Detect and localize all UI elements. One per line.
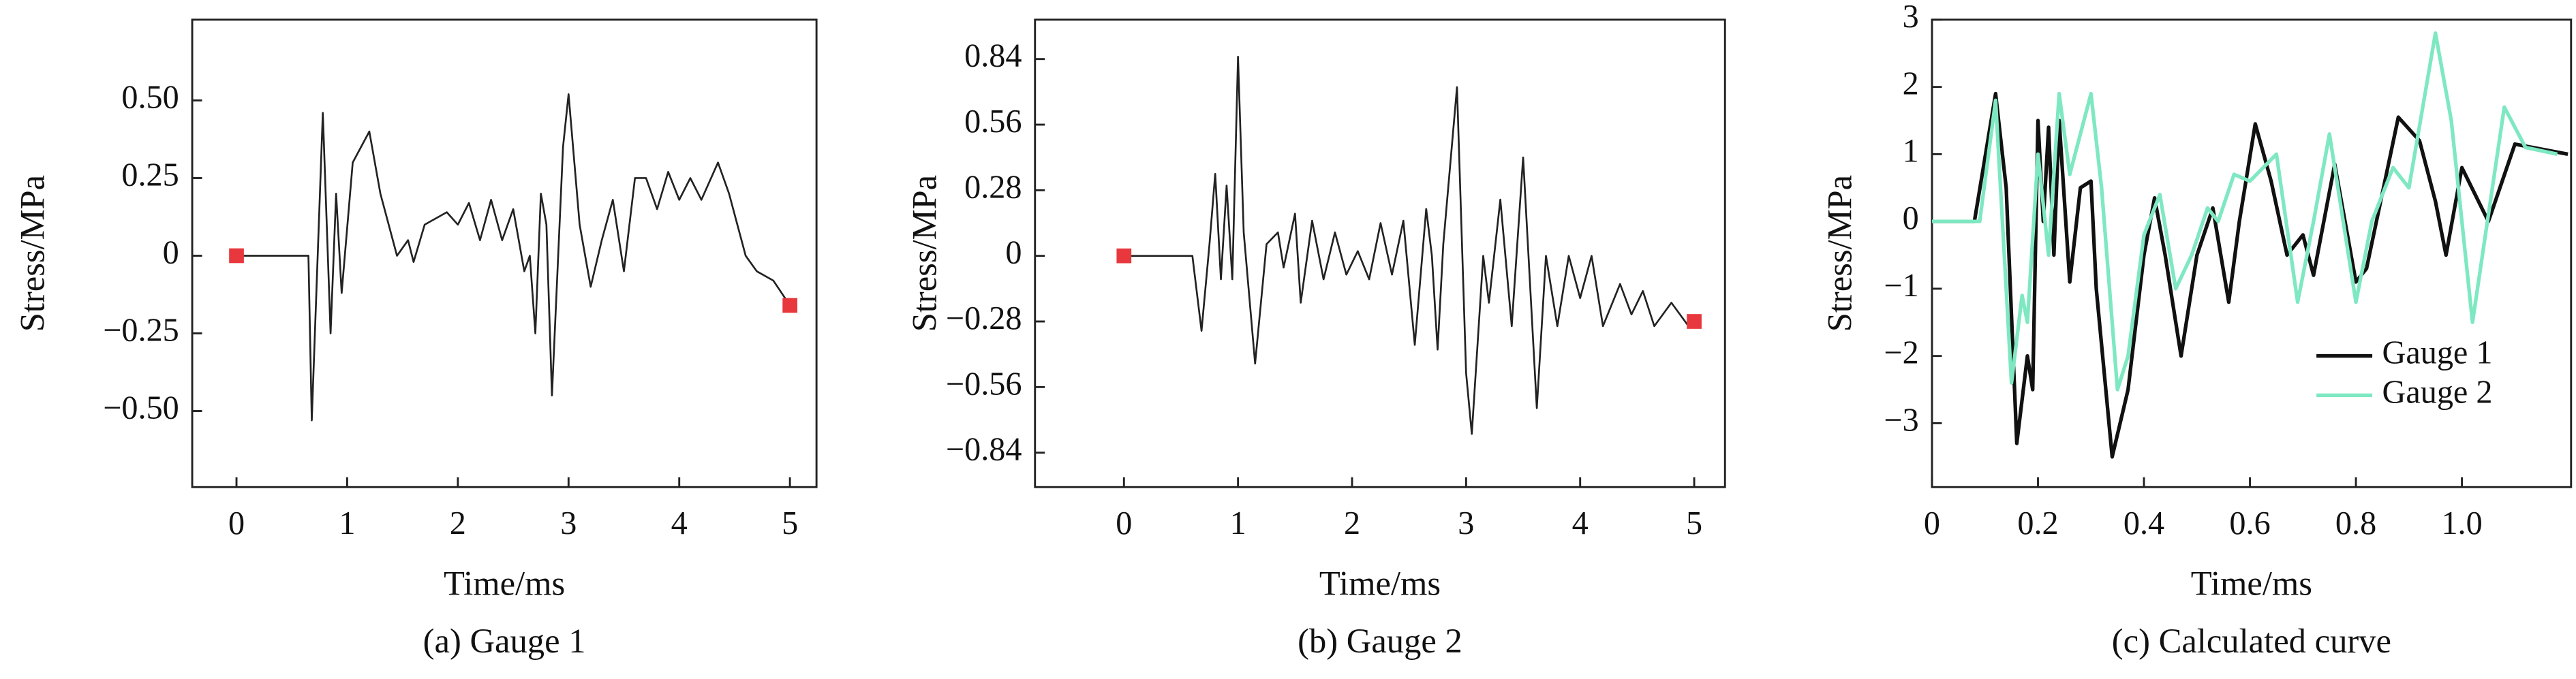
y-tick-label: −0.28	[946, 300, 1022, 336]
data-line	[1932, 91, 2569, 459]
x-tick-label: 0	[1924, 505, 1940, 541]
caption: (b) Gauge 2	[1298, 622, 1462, 660]
x-tick-label: 0	[228, 505, 245, 541]
x-tick-label: 0	[1116, 505, 1132, 541]
y-tick-label: −0.84	[946, 432, 1022, 468]
x-tick-label: 0.6	[2229, 505, 2270, 541]
data-line	[236, 93, 791, 422]
x-tick-label: 0.2	[2017, 505, 2058, 541]
marker	[1116, 248, 1132, 264]
x-axis-label: Time/ms	[1319, 565, 1441, 603]
y-tick-label: 0.28	[964, 169, 1022, 205]
caption: (a) Gauge 1	[423, 622, 586, 660]
x-tick-label: 5	[1686, 505, 1702, 541]
y-tick-label: 1	[1903, 133, 1919, 169]
y-tick-label: 0.25	[121, 157, 179, 193]
y-axis-label: Stress/MPa	[1820, 175, 1858, 332]
x-tick-label: 0.8	[2335, 505, 2376, 541]
y-tick-label: 0	[1005, 235, 1022, 271]
x-tick-label: 1.0	[2441, 505, 2482, 541]
y-tick-label: 0.56	[964, 104, 1022, 140]
data-line	[1932, 31, 2558, 392]
y-tick-label: 0	[163, 235, 179, 271]
x-axis-label: Time/ms	[444, 565, 565, 603]
y-tick-label: −0.56	[946, 366, 1022, 402]
y-tick-label: −2	[1884, 335, 1918, 371]
x-tick-label: 4	[671, 505, 688, 541]
y-tick-label: 3	[1903, 0, 1919, 35]
y-tick-label: −3	[1884, 402, 1918, 439]
y-tick-label: 2	[1903, 66, 1919, 102]
x-tick-label: 1	[1230, 505, 1246, 541]
y-tick-label: 0.84	[964, 38, 1022, 74]
data-line	[1124, 55, 1695, 435]
marker	[1687, 314, 1702, 329]
y-tick-label: −0.25	[103, 313, 179, 349]
plot-frame	[1931, 18, 2573, 488]
y-tick-label: 0	[1903, 200, 1919, 236]
y-axis-label: Stress/MPa	[906, 175, 944, 332]
x-axis-label: Time/ms	[2191, 565, 2312, 603]
x-tick-label: 5	[782, 505, 798, 541]
x-tick-label: 1	[339, 505, 355, 541]
y-tick-label: 0.50	[121, 80, 179, 116]
y-axis-label: Stress/MPa	[14, 175, 52, 332]
plot-frame	[1034, 18, 1726, 488]
caption: (c) Calculated curve	[2112, 622, 2391, 660]
y-tick-label: −0.50	[103, 390, 179, 426]
x-tick-label: 3	[1458, 505, 1474, 541]
x-tick-label: 4	[1572, 505, 1589, 541]
y-tick-label: −1	[1884, 268, 1918, 304]
x-tick-label: 0.4	[2123, 505, 2164, 541]
marker	[782, 298, 797, 313]
legend-label: Gauge 1	[2382, 335, 2493, 371]
x-tick-label: 3	[560, 505, 577, 541]
legend-label: Gauge 2	[2382, 374, 2493, 410]
x-tick-label: 2	[450, 505, 466, 541]
plot-frame	[191, 18, 818, 488]
marker	[229, 248, 244, 264]
x-tick-label: 2	[1344, 505, 1360, 541]
